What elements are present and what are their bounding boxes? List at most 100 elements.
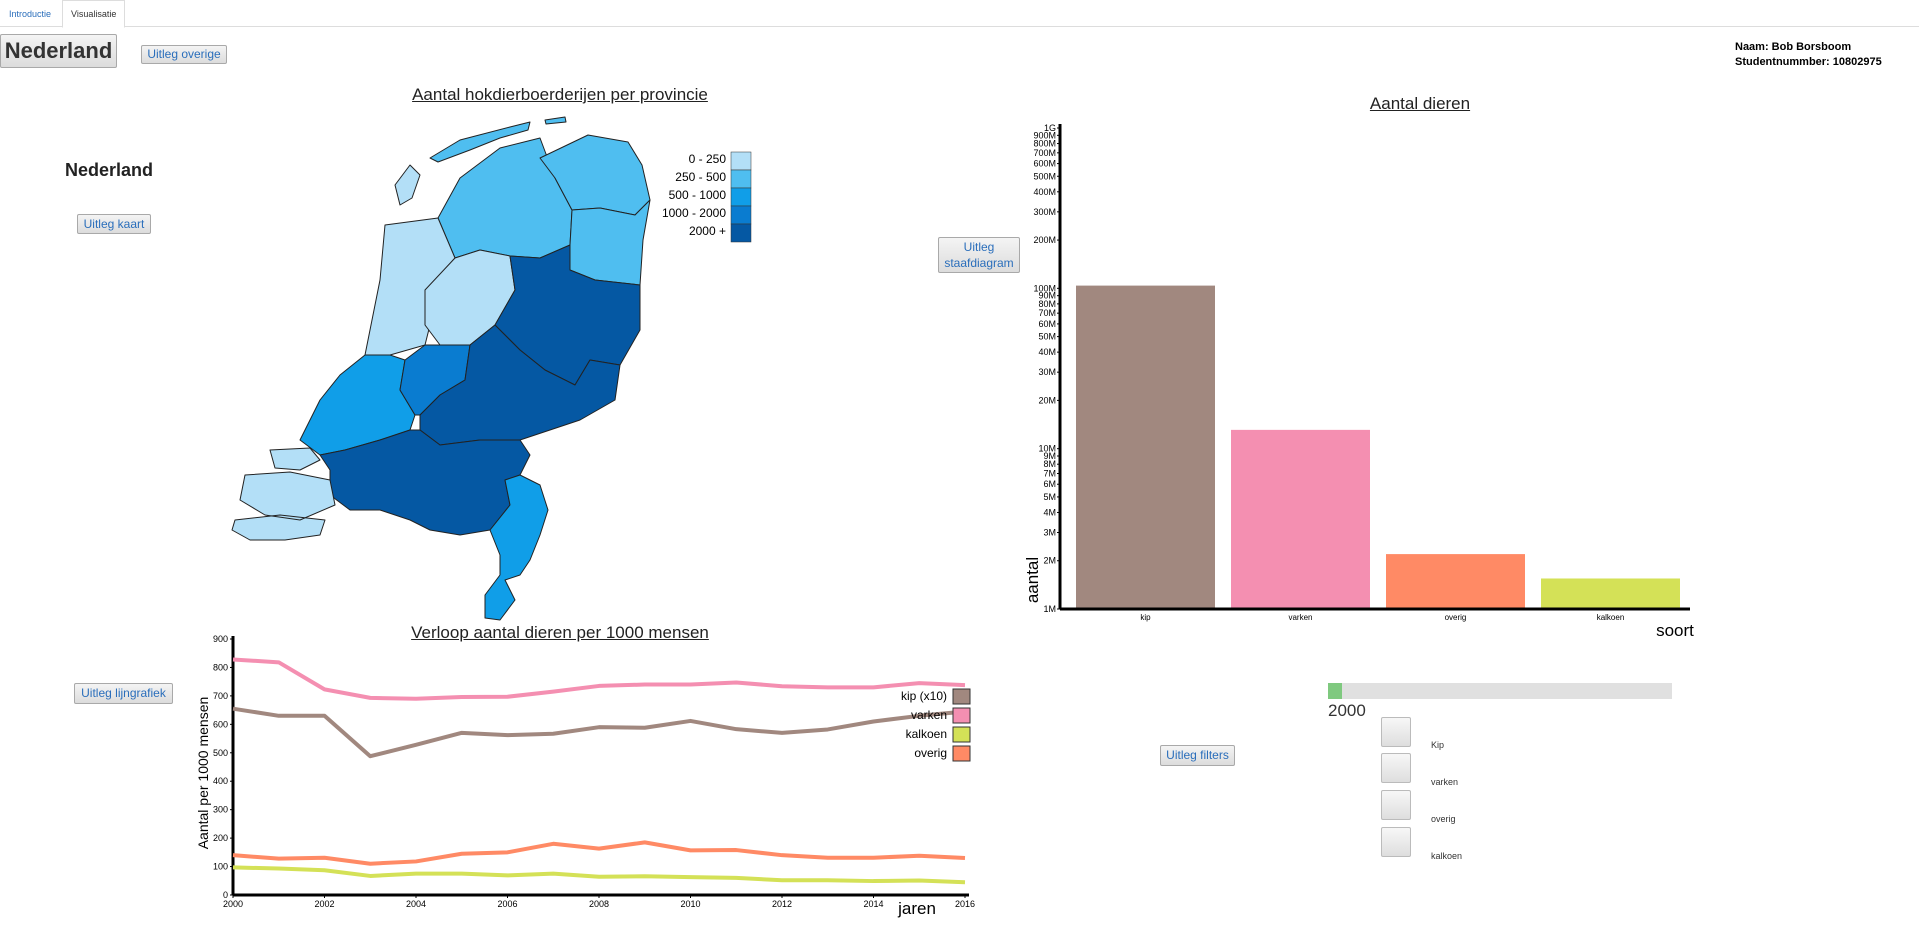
barchart-x-label: soort (1656, 621, 1694, 640)
barchart-y-tick-label: 100M (1033, 283, 1056, 293)
explain-barchart-line1: Uitleg (963, 240, 995, 254)
series-line-kalkoen (232, 865, 966, 885)
legend-swatch (952, 745, 971, 762)
selected-region-label: Nederland (64, 160, 154, 180)
filter-label-kalkoen: kalkoen (1431, 851, 1463, 861)
series-line-varken (232, 657, 966, 701)
province-limburg[interactable] (484, 474, 549, 621)
barchart-y-tick-label: 8M (1043, 459, 1056, 469)
bar-kip (1076, 285, 1215, 608)
barchart-x-tick-label: varken (1288, 613, 1312, 622)
filter-toggle-kalkoen[interactable] (1381, 827, 1411, 857)
province-wadden[interactable] (429, 121, 531, 163)
linechart-x-tick-label: 2010 (680, 899, 700, 909)
explain-barchart-line2: staafdiagram (944, 256, 1014, 270)
province-noord-holland-tip[interactable] (394, 164, 421, 206)
linechart-y-tick-label: 700 (213, 691, 228, 701)
barchart-y-tick-label: 40M (1038, 347, 1056, 357)
series-line-kip (232, 706, 966, 759)
barchart-y-tick-label: 20M (1038, 395, 1056, 405)
linechart-x-tick-label: 2004 (406, 899, 426, 909)
student-number: Studentnummber: 10802975 (1735, 56, 1882, 68)
linechart-x-tick-label: 2014 (863, 899, 883, 909)
explain-linechart-button[interactable]: Uitleg lijngrafiek (74, 683, 173, 704)
barchart-y-label: aantal (1023, 557, 1042, 603)
tab-visualisatie[interactable]: Visualisatie (62, 0, 126, 28)
linechart-x-tick-label: 2002 (314, 899, 334, 909)
legend-swatch (730, 187, 752, 207)
linechart-y-tick-label: 800 (213, 662, 228, 672)
province-zeeland[interactable] (231, 447, 336, 541)
country-button[interactable]: Nederland (0, 34, 117, 68)
barchart-x-tick-label: kalkoen (1597, 613, 1625, 622)
barchart-y-tick-label: 4M (1043, 507, 1056, 517)
filter-toggle-overig[interactable] (1381, 790, 1411, 820)
linechart-x-tick-label: 2000 (223, 899, 243, 909)
legend-label: kalkoen (906, 727, 947, 741)
barchart-y-tick-label: 1M (1043, 604, 1056, 614)
explain-overall-button[interactable]: Uitleg overige (141, 45, 227, 64)
student-info: Naam: Bob Borsboom Studentnummber: 10802… (1735, 40, 1882, 70)
barchart-y-tick-label: 7M (1043, 469, 1056, 479)
barchart-y-tick-label: 3M (1043, 528, 1056, 538)
legend-label: 2000 + (689, 224, 726, 238)
province-wadden-east[interactable] (544, 116, 567, 125)
student-name: Naam: Bob Borsboom (1735, 41, 1852, 53)
legend-swatch (952, 688, 971, 705)
barchart-y-tick-label: 10M (1038, 444, 1056, 454)
barchart-y-tick-label: 900M (1033, 130, 1056, 140)
linechart-y-tick-label: 400 (213, 776, 228, 786)
bar-kalkoen (1541, 578, 1680, 608)
legend-swatch (730, 205, 752, 225)
map-legend: 0 - 250 250 - 500 500 - 1000 1000 - 2000… (662, 151, 752, 243)
barchart-y-tick-label: 200M (1033, 235, 1056, 245)
barchart-x-tick-label: kip (1140, 613, 1151, 622)
barchart-y-tick-label: 700M (1033, 148, 1056, 158)
legend-label: 1000 - 2000 (662, 206, 726, 220)
filter-toggle-kip[interactable] (1381, 717, 1411, 747)
year-slider-fill (1328, 683, 1342, 699)
legend-label: 250 - 500 (675, 170, 726, 184)
province-noord-holland[interactable] (364, 217, 456, 356)
barchart-y-tick-label: 5M (1043, 492, 1056, 502)
series-line-overig (232, 840, 966, 866)
province-gelderland[interactable] (419, 324, 621, 446)
barchart-y-tick-label: 60M (1038, 319, 1056, 329)
netherlands-map: 0 - 250 250 - 500 500 - 1000 1000 - 2000… (231, 116, 752, 621)
slider-year-label: 2000 (1328, 701, 1366, 720)
linechart-x-tick-label: 2008 (589, 899, 609, 909)
barchart-y-tick-label: 9M (1043, 451, 1056, 461)
linechart-title: Verloop aantal dieren per 1000 mensen (411, 623, 709, 642)
barchart-y-tick-label: 90M (1038, 291, 1056, 301)
bar-varken (1231, 429, 1370, 608)
barchart-y-tick-label: 800M (1033, 139, 1056, 149)
linechart-x-label: jaren (897, 899, 936, 918)
map-title: Aantal hokdierboerderijen per provincie (412, 85, 708, 104)
barchart-y-tick-label: 2M (1043, 556, 1056, 566)
linechart-y-tick-label: 600 (213, 719, 228, 729)
legend-label: kip (x10) (901, 689, 947, 703)
bar-overig (1386, 554, 1525, 608)
filter-label-kip: Kip (1431, 740, 1445, 750)
barchart-y-tick-label: 80M (1038, 299, 1056, 309)
linechart-x-tick-label: 2006 (497, 899, 517, 909)
explain-map-button[interactable]: Uitleg kaart (77, 214, 151, 234)
legend-label: 500 - 1000 (669, 188, 727, 202)
linechart-x-tick-label: 2016 (955, 899, 975, 909)
linechart-y-tick-label: 0 (223, 890, 228, 900)
explain-filters-button[interactable]: Uitleg filters (1160, 745, 1235, 766)
legend-swatch (952, 726, 971, 743)
barchart-y-tick-label: 300M (1033, 207, 1056, 217)
tab-introductie[interactable]: Introductie (9, 9, 52, 19)
year-slider[interactable] (1328, 683, 1672, 699)
barchart-x-tick-label: overig (1445, 613, 1467, 622)
legend-swatch (952, 707, 971, 724)
barchart: 1M2M3M4M5M6M7M8M9M10M20M30M40M50M60M70M8… (1023, 123, 1694, 640)
explain-barchart-button[interactable]: Uitleg staafdiagram (938, 237, 1020, 273)
linechart-x-tick-label: 2012 (772, 899, 792, 909)
province-drenthe[interactable] (569, 199, 651, 286)
filter-toggle-varken[interactable] (1381, 753, 1411, 783)
linechart-y-label: Aantal per 1000 mensen (195, 697, 211, 850)
barchart-y-tick-label: 6M (1043, 479, 1056, 489)
linechart-y-tick-label: 100 (213, 862, 228, 872)
